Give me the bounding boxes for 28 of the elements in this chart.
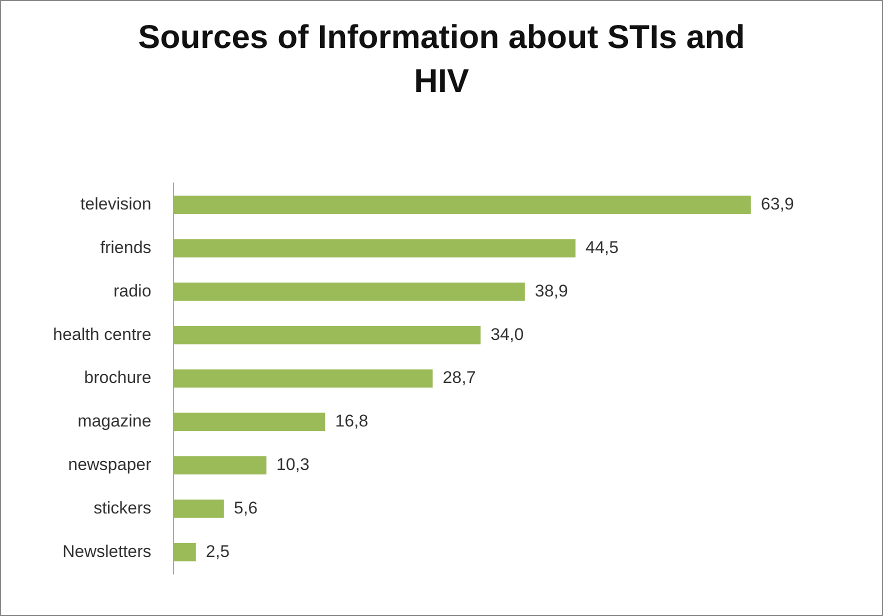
y-tick-label: health centre (52, 324, 152, 344)
data-label: 63,9 (760, 194, 794, 214)
y-tick-label: stickers (94, 498, 152, 518)
bar (173, 326, 481, 344)
bar (173, 369, 433, 388)
bar (173, 282, 525, 301)
bar (173, 412, 326, 432)
y-tick-label: television (80, 194, 152, 214)
y-tick-label: brochure (84, 368, 152, 388)
y-tick-label: magazine (78, 412, 152, 431)
y-tick-label: Newsletters (62, 542, 152, 561)
chart-title: Sources of Information about STIs and HIV (137, 17, 746, 101)
data-label: 28,7 (442, 368, 476, 388)
data-label: 5,6 (234, 498, 258, 518)
bar (173, 456, 266, 474)
data-label: 10,3 (276, 454, 310, 474)
data-label: 16,8 (335, 412, 368, 431)
y-tick-label: newspaper (68, 454, 152, 474)
data-label: 2,5 (206, 542, 230, 561)
bar (173, 542, 196, 562)
bar (173, 239, 576, 258)
bar (173, 500, 224, 518)
data-label: 34,0 (490, 324, 524, 344)
bar (173, 196, 751, 214)
data-label: 38,9 (534, 281, 568, 300)
data-label: 44,5 (586, 238, 619, 257)
y-tick-label: friends (100, 238, 152, 257)
y-tick-label: radio (113, 281, 152, 300)
